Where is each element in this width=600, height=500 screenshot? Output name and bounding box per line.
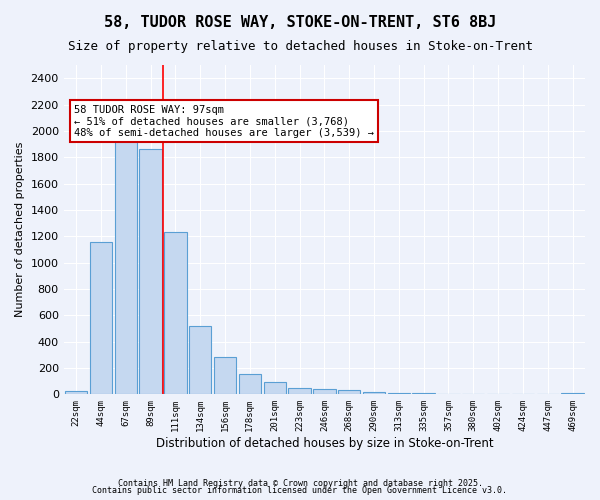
Bar <box>115 138 137 394</box>
Bar <box>363 392 385 394</box>
Bar <box>562 393 584 394</box>
Text: Contains HM Land Registry data © Crown copyright and database right 2025.: Contains HM Land Registry data © Crown c… <box>118 478 482 488</box>
Text: 58 TUDOR ROSE WAY: 97sqm
← 51% of detached houses are smaller (3,768)
48% of sem: 58 TUDOR ROSE WAY: 97sqm ← 51% of detach… <box>74 104 374 138</box>
Bar <box>189 326 211 394</box>
Bar <box>90 242 112 394</box>
Bar <box>164 232 187 394</box>
Bar <box>338 390 361 394</box>
Y-axis label: Number of detached properties: Number of detached properties <box>15 142 25 318</box>
X-axis label: Distribution of detached houses by size in Stoke-on-Trent: Distribution of detached houses by size … <box>155 437 493 450</box>
Bar <box>388 393 410 394</box>
Bar <box>263 382 286 394</box>
Text: Contains public sector information licensed under the Open Government Licence v3: Contains public sector information licen… <box>92 486 508 495</box>
Bar <box>239 374 261 394</box>
Bar <box>65 391 87 394</box>
Bar <box>214 358 236 395</box>
Bar <box>289 388 311 394</box>
Bar <box>313 389 335 394</box>
Text: 58, TUDOR ROSE WAY, STOKE-ON-TRENT, ST6 8BJ: 58, TUDOR ROSE WAY, STOKE-ON-TRENT, ST6 … <box>104 15 496 30</box>
Bar <box>139 150 162 394</box>
Text: Size of property relative to detached houses in Stoke-on-Trent: Size of property relative to detached ho… <box>67 40 533 53</box>
